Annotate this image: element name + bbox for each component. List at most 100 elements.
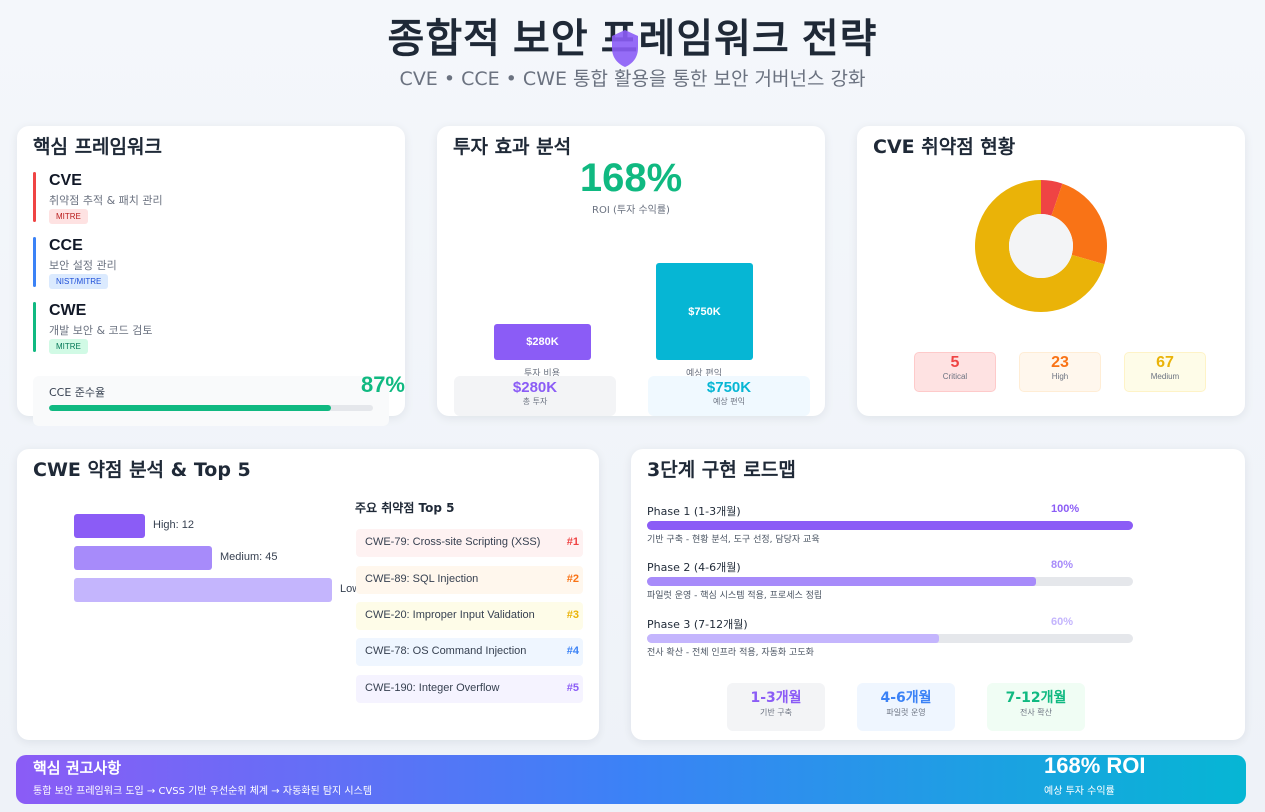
top5-item[interactable]: CWE-79: Cross-site Scripting (XSS) #1: [356, 529, 583, 557]
page-subtitle: CVE • CCE • CWE 통합 활용을 통한 보안 거버넌스 강화: [399, 68, 866, 90]
cwe-bar-low: [74, 578, 332, 602]
investment-card: 투자 효과 분석 168% ROI (투자 수익률) $280K $750K 투…: [437, 126, 825, 416]
framework-accent-bar: [33, 237, 36, 287]
framework-accent-bar: [33, 172, 36, 222]
severity-count: 5: [950, 354, 960, 371]
compliance-progress-track: [49, 405, 373, 411]
compliance-panel: CCE 준수율 87%: [33, 372, 405, 426]
timeline-phase-3: 7-12개월 전사 확산: [987, 683, 1085, 731]
phase-3: Phase 3 (7-12개월) 60% 전사 확산 - 전체 인프라 적용, …: [647, 616, 1133, 666]
summary-value: $280K: [512, 379, 558, 396]
severity-label: Medium: [1150, 372, 1180, 381]
summary-label: 예상 편익: [713, 397, 745, 406]
top5-rank: #5: [566, 682, 579, 694]
top5-item[interactable]: CWE-78: OS Command Injection #4: [356, 638, 583, 666]
framework-name: CWE: [49, 302, 87, 319]
phase-percent: 60%: [1051, 616, 1074, 628]
phase-percent: 100%: [1051, 503, 1080, 515]
top5-rank: #1: [566, 536, 579, 548]
investment-title: 투자 효과 분석: [453, 136, 572, 158]
framework-tag: MITRE: [49, 339, 88, 354]
phase-1: Phase 1 (1-3개월) 100% 기반 구축 - 현황 분석, 도구 선…: [647, 503, 1133, 553]
top5-rank: #4: [566, 645, 579, 657]
severity-high: 23 High: [1019, 352, 1101, 392]
roadmap-card: 3단계 구현 로드맵 Phase 1 (1-3개월) 100% 기반 구축 - …: [631, 449, 1245, 740]
cwe-bar-label: High: 12: [153, 519, 194, 531]
severity-medium: 67 Medium: [1124, 352, 1206, 392]
cwe-title: CWE 약점 분석 & Top 5: [33, 459, 251, 481]
cwe-card: CWE 약점 분석 & Top 5 High: 12 Medium: 45 Lo…: [17, 449, 599, 740]
bar-value-label: $280K: [526, 336, 559, 348]
framework-accent-bar: [33, 302, 36, 352]
shield-icon: [612, 30, 638, 67]
donut-slice-high: [1051, 183, 1107, 265]
phase-progress-fill: [647, 577, 1036, 586]
frameworks-card: 핵심 프레임워크 CVE 취약점 추적 & 패치 관리 MITRE CCE 보안…: [17, 126, 405, 426]
timeline-period: 7-12개월: [1005, 690, 1067, 706]
donut-slice-medium: [975, 180, 1105, 312]
recommendation-title: 핵심 권고사항: [33, 759, 122, 777]
frameworks-title: 핵심 프레임워크: [33, 136, 162, 158]
top5-item[interactable]: CWE-89: SQL Injection #2: [356, 566, 583, 594]
phase-name: Phase 3 (7-12개월): [647, 618, 748, 631]
phase-desc: 전사 확산 - 전체 인프라 적용, 자동화 고도화: [647, 648, 814, 658]
timeline-phase-2: 4-6개월 파일럿 운영: [857, 683, 955, 731]
phase-2: Phase 2 (4-6개월) 80% 파일럿 운영 - 핵심 시스템 적용, …: [647, 559, 1133, 609]
roi-value: 168%: [579, 156, 683, 200]
framework-name: CCE: [49, 237, 83, 254]
investment-bar-cost: $280K: [494, 324, 591, 360]
top5-title: 주요 취약점 Top 5: [355, 501, 455, 515]
investment-summary-benefit: $750K 예상 편익: [648, 376, 810, 416]
phase-name: Phase 2 (4-6개월): [647, 561, 741, 574]
top5-rank: #2: [566, 573, 579, 585]
compliance-value: 87%: [360, 372, 405, 397]
framework-name: CVE: [49, 172, 82, 189]
phase-progress-fill: [647, 521, 1133, 530]
severity-label: Critical: [942, 372, 968, 381]
footer-roi-label: 예상 투자 수익률: [1044, 786, 1115, 797]
top5-rank: #3: [566, 609, 579, 621]
phase-progress-track: [647, 634, 1133, 643]
phase-name: Phase 1 (1-3개월): [647, 505, 741, 518]
donut-slice-critical: [1041, 180, 1063, 216]
framework-tag: MITRE: [49, 209, 88, 224]
top5-name: CWE-89: SQL Injection: [365, 573, 479, 585]
top5-item[interactable]: CWE-20: Improper Input Validation #3: [356, 602, 583, 630]
framework-item-cwe: CWE 개발 보안 & 코드 검토 MITRE: [33, 302, 393, 354]
recommendation-banner: 핵심 권고사항 통합 보안 프레임워크 도입 → CVSS 기반 우선순위 체계…: [16, 753, 1246, 804]
page-header: 종합적 보안 프레임워크 전략 CVE • CCE • CWE 통합 활용을 통…: [0, 0, 1265, 110]
framework-desc: 취약점 추적 & 패치 관리: [49, 194, 163, 207]
donut-hole: [1009, 214, 1073, 278]
summary-label: 총 투자: [522, 397, 548, 406]
investment-summary-total: $280K 총 투자: [454, 376, 616, 416]
timeline-phase-1: 1-3개월 기반 구축: [727, 683, 825, 731]
severity-count: 67: [1156, 354, 1174, 371]
footer-roi-value: 168% ROI: [1044, 753, 1146, 778]
top5-item[interactable]: CWE-190: Integer Overflow #5: [356, 675, 583, 703]
phase-progress-track: [647, 521, 1133, 530]
top5-name: CWE-78: OS Command Injection: [365, 645, 527, 657]
phase-percent: 80%: [1051, 559, 1074, 571]
framework-desc: 개발 보안 & 코드 검토: [49, 324, 153, 337]
bar-value-label: $750K: [688, 305, 721, 318]
roi-label: ROI (투자 수익률): [592, 205, 670, 216]
timeline-label: 파일럿 운영: [886, 708, 926, 717]
roadmap-title: 3단계 구현 로드맵: [647, 459, 796, 481]
framework-tag: NIST/MITRE: [49, 274, 109, 289]
bar-axis-label: 예상 편익: [686, 369, 722, 379]
top5-name: CWE-190: Integer Overflow: [365, 682, 500, 694]
timeline-label: 기반 구축: [760, 708, 792, 717]
top5-name: CWE-79: Cross-site Scripting (XSS): [365, 536, 541, 548]
severity-critical: 5 Critical: [914, 352, 996, 392]
cve-donut-chart: [975, 180, 1107, 312]
cwe-bar-medium: [74, 546, 212, 570]
phase-progress-track: [647, 577, 1133, 586]
framework-item-cce: CCE 보안 설정 관리 NIST/MITRE: [33, 237, 393, 289]
top5-name: CWE-20: Improper Input Validation: [365, 609, 535, 621]
severity-label: High: [1051, 372, 1069, 381]
cve-card: CVE 취약점 현황 5 Critical 23 High 67 Medium: [857, 126, 1245, 416]
framework-desc: 보안 설정 관리: [49, 259, 117, 272]
timeline-period: 4-6개월: [880, 690, 932, 706]
recommendation-desc: 통합 보안 프레임워크 도입 → CVSS 기반 우선순위 체계 → 자동화된 …: [33, 786, 373, 797]
investment-bar-benefit: $750K: [656, 263, 753, 360]
